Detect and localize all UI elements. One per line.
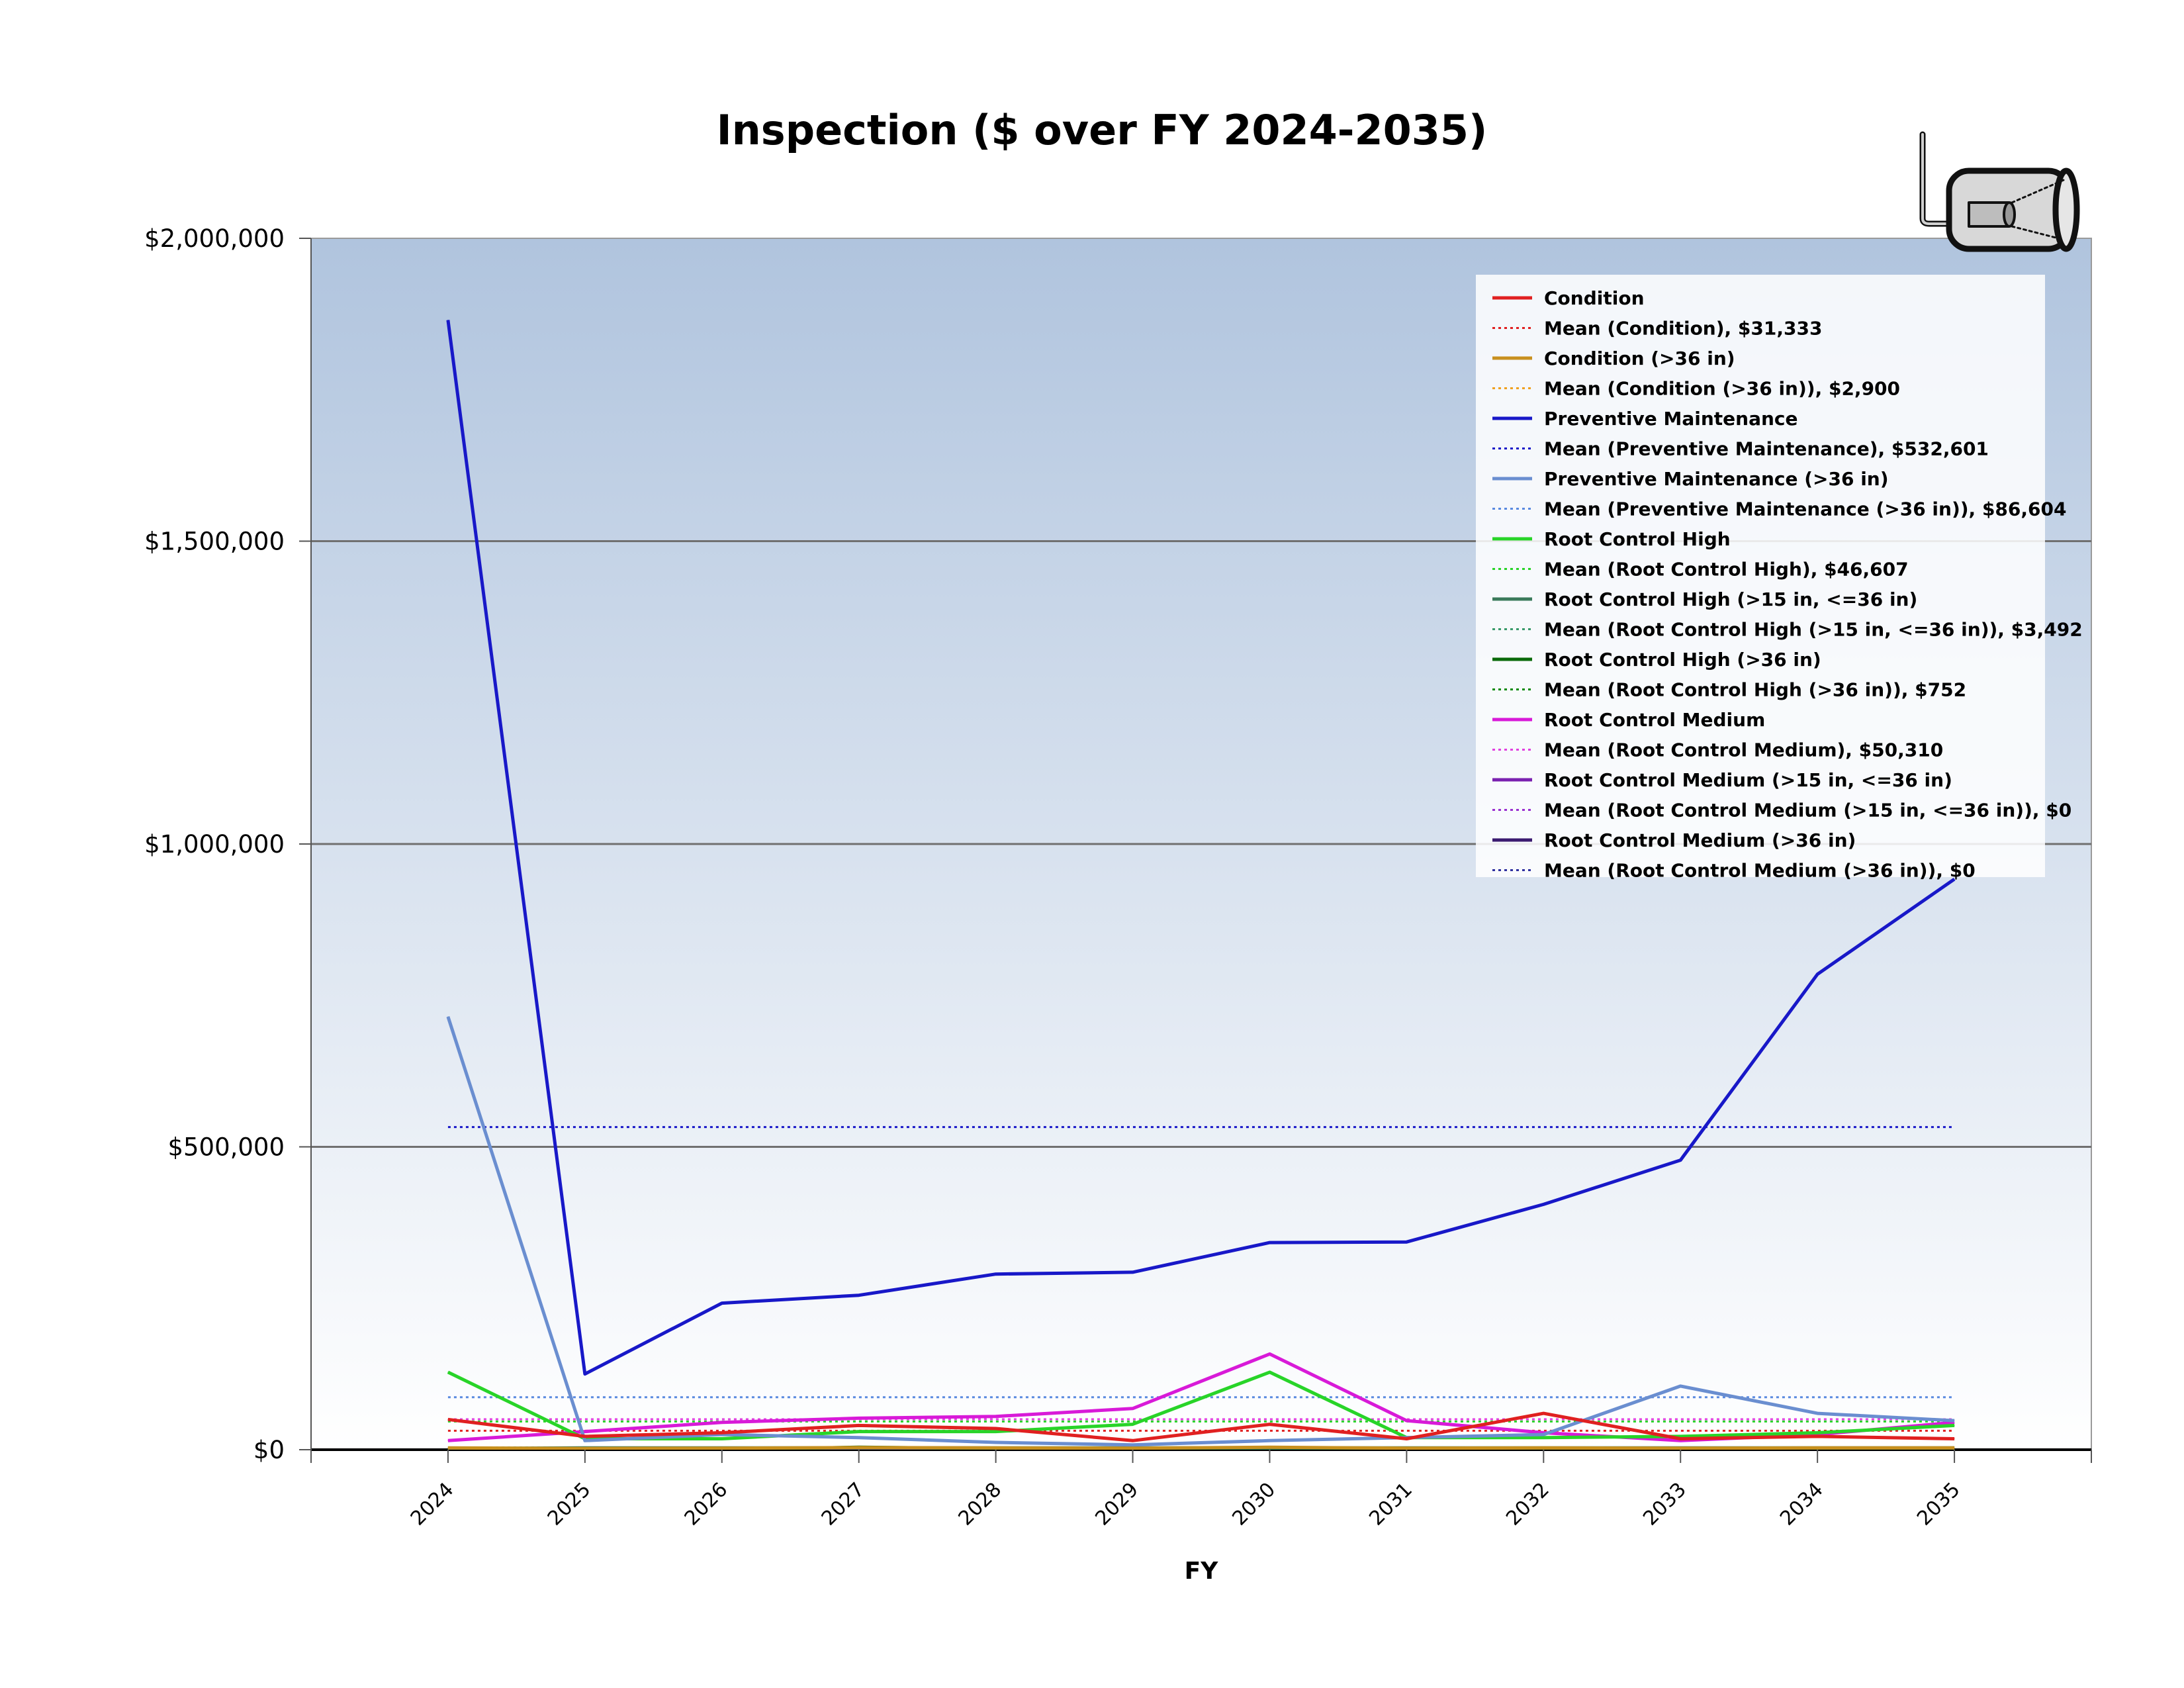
pipe-inspection-camera-icon [1919,131,2080,252]
data-point [447,1440,449,1441]
data-point [995,1416,997,1417]
series-line [446,1016,1955,1447]
series-line [447,1411,1955,1442]
data-point [447,1419,449,1420]
data-point [1543,1434,1544,1435]
data-point [1132,1408,1134,1409]
x-tick-label: 2035 [1913,1478,1965,1530]
data-point [858,1425,860,1426]
legend-label: Mean (Root Control Medium (>15 in, <=36 … [1544,800,2071,821]
x-tick-label: 2027 [817,1478,870,1530]
data-point [995,1442,997,1443]
x-tick-label: 2033 [1639,1478,1691,1530]
data-point [447,1016,449,1017]
series-line [446,320,1956,1376]
series-line [447,1445,1955,1450]
data-point [1543,1413,1544,1414]
x-tick-label: 2025 [543,1478,596,1530]
chart-title: Inspection ($ over FY 2024-2035) [717,106,1488,154]
data-point [1132,1440,1134,1441]
legend-label: Mean (Root Control High (>15 in, <=36 in… [1544,619,2083,641]
y-tick-label: $1,500,000 [144,528,285,556]
data-point [1543,1203,1544,1205]
x-tick-label: 2032 [1502,1478,1554,1530]
y-tick-label: $1,000,000 [144,830,285,859]
data-point [584,1431,586,1432]
x-tick-label: 2034 [1776,1478,1828,1530]
x-tick-label: 2031 [1365,1478,1417,1530]
legend-label: Mean (Root Control Medium), $50,310 [1544,739,1943,761]
series-lines [446,320,1956,1450]
data-point [721,1422,723,1423]
data-point [1954,1438,1955,1440]
series-line [447,1370,1955,1440]
data-point [1817,1413,1818,1414]
legend-box [1476,275,2045,877]
data-point [1269,1446,1270,1448]
data-point [1680,1438,1681,1440]
legend-label: Condition [1544,287,1645,309]
data-point [1954,878,1955,880]
data-point [1954,1425,1955,1426]
legend-label: Mean (Root Control Medium (>36 in)), $0 [1544,860,1976,882]
legend-label: Preventive Maintenance [1544,408,1797,430]
legend: Condition Mean (Condition), $31,333 Condit… [1476,275,2083,882]
legend-label: Root Control High (>15 in, <=36 in) [1544,588,1917,610]
data-point [1406,1438,1407,1440]
legend-label: Root Control Medium (>36 in) [1544,829,1856,851]
data-point [584,1440,586,1441]
y-axis-ticks: $0 $500,000 $1,000,000 $1,500,000 $2,000,000 [144,224,311,1464]
legend-label: Mean (Root Control High), $46,607 [1544,559,1909,581]
x-tick-label: 2030 [1228,1478,1280,1530]
data-point [1269,1424,1270,1425]
data-point [1132,1424,1134,1425]
legend-label: Mean (Condition), $31,333 [1544,318,1822,340]
y-tick-label: $500,000 [167,1133,285,1162]
data-point [1132,1444,1134,1446]
y-tick-label: $0 [253,1436,285,1464]
legend-label: Mean (Root Control High (>36 in)), $752 [1544,679,1966,701]
data-point [995,1431,997,1432]
x-axis-ticks: 2024 2025 2026 2027 2028 2029 2030 2031 2032 2033… [406,1450,1965,1530]
legend-label: Mean (Preventive Maintenance (>36 in)), … [1544,498,2066,520]
x-tick-label: 2024 [406,1478,459,1530]
y-tick-label: $2,000,000 [144,224,285,253]
legend-label: Condition (>36 in) [1544,348,1735,369]
data-point [1680,1440,1681,1441]
data-point [721,1438,723,1440]
data-point [858,1447,860,1448]
x-tick-label: 2026 [680,1478,733,1530]
data-point [1543,1437,1544,1438]
legend-label: Root Control High [1544,528,1731,550]
legend-label: Mean (Condition (>36 in)), $2,900 [1544,378,1900,400]
legend-label: Mean (Preventive Maintenance), $532,601 [1544,438,1989,460]
x-tick-label: 2029 [1091,1478,1143,1530]
data-point [1269,1440,1270,1441]
legend-label: Root Control High (>36 in) [1544,649,1821,671]
legend-label: Preventive Maintenance (>36 in) [1544,468,1889,490]
legend-label: Root Control Medium [1544,709,1765,731]
data-point [995,1428,997,1429]
data-point [584,1448,586,1449]
data-point [1817,1432,1818,1433]
x-tick-label: 2028 [954,1478,1007,1530]
data-point [1680,1385,1681,1387]
data-point [858,1431,860,1432]
data-point [858,1437,860,1438]
x-axis-label: FY [1185,1558,1219,1585]
legend-label: Root Control Medium (>15 in, <=36 in) [1544,769,1952,791]
data-point [721,1432,723,1433]
data-point [1406,1241,1407,1243]
data-point [858,1417,860,1419]
